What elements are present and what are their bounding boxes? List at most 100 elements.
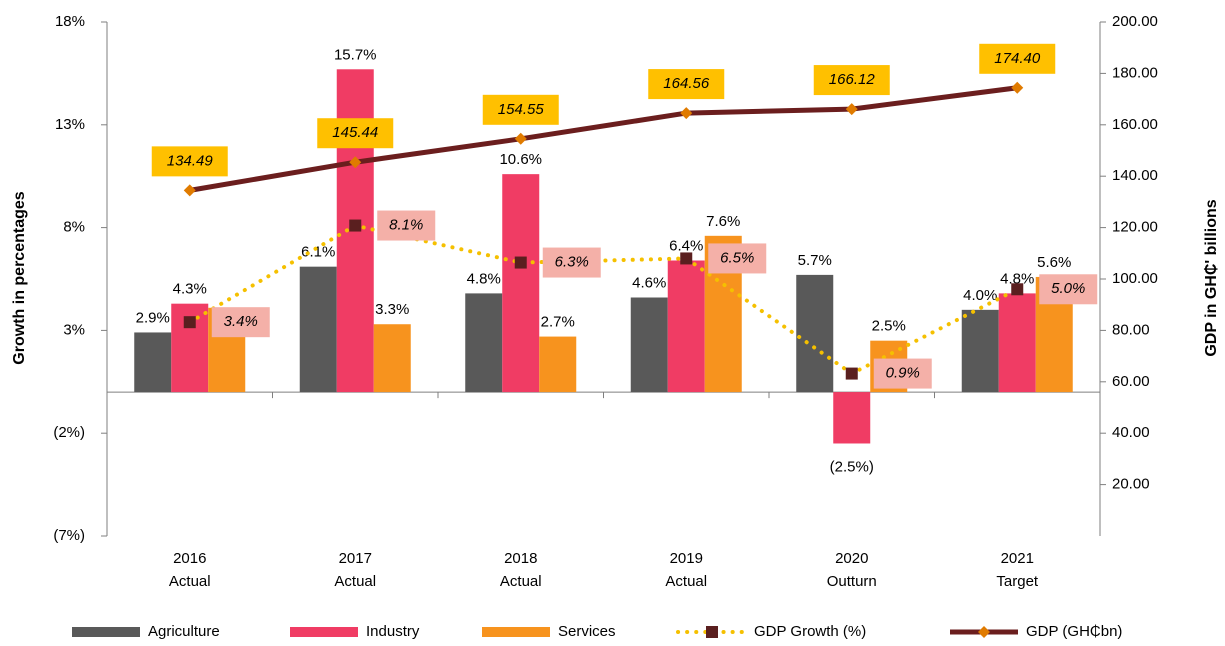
- line: [187, 223, 1020, 376]
- y2-tick-label: 160.00: [1112, 116, 1158, 133]
- point-label: 8.1%: [389, 217, 423, 234]
- point-label: 154.55: [498, 101, 545, 118]
- point-label: 166.12: [829, 71, 876, 88]
- bar-label: 3.3%: [375, 301, 409, 318]
- point-label: 6.5%: [720, 249, 754, 266]
- bar-label: 6.4%: [669, 237, 703, 254]
- x-tick-label: 2018: [504, 550, 537, 567]
- y-tick-label: 13%: [55, 116, 85, 133]
- label-box: [211, 307, 270, 338]
- bar-label: 6.1%: [301, 244, 335, 261]
- line: [187, 85, 1020, 193]
- label-box: [708, 243, 767, 274]
- point-label: 0.9%: [886, 365, 920, 382]
- point-label: 5.0%: [1051, 280, 1085, 297]
- x-tick-label: 2016: [173, 550, 206, 567]
- bar: [833, 392, 871, 444]
- label-box: [979, 43, 1056, 74]
- legend-swatch: [482, 627, 550, 637]
- x-tick-label: Actual: [665, 573, 707, 590]
- bar-label: 4.6%: [632, 274, 666, 291]
- legend-label: Industry: [366, 623, 420, 640]
- bar-label: 4.3%: [173, 281, 207, 298]
- bar: [373, 324, 411, 393]
- marker: [1011, 81, 1024, 94]
- legend-swatch: [290, 627, 358, 637]
- x-tick-label: Target: [996, 573, 1039, 590]
- bar: [796, 274, 834, 393]
- marker: [183, 184, 196, 197]
- bar: [299, 266, 337, 393]
- point-label: 164.56: [663, 75, 710, 92]
- legend-label: Services: [558, 623, 616, 640]
- marker: [680, 107, 693, 120]
- y-tick-label: 3%: [63, 321, 85, 338]
- y-tick-label: 18%: [55, 13, 85, 30]
- y2-axis-title: GDP in GH₵' billions: [1203, 199, 1220, 356]
- bar-label: 2.7%: [541, 314, 575, 331]
- bar: [961, 309, 999, 393]
- x-tick-label: Actual: [500, 573, 542, 590]
- point-label: 134.49: [167, 152, 214, 169]
- bar: [134, 332, 172, 393]
- bar-label: 15.7%: [334, 46, 377, 63]
- bar: [630, 297, 668, 393]
- y2-tick-label: 100.00: [1112, 270, 1158, 287]
- x-tick-label: Actual: [334, 573, 376, 590]
- marker: [845, 367, 858, 380]
- legend-label: GDP Growth (%): [754, 623, 866, 640]
- legend-swatch: [72, 627, 140, 637]
- y-axis-title: Growth in percentages: [11, 191, 28, 364]
- y2-tick-label: 80.00: [1112, 321, 1150, 338]
- y2-tick-label: 180.00: [1112, 64, 1158, 81]
- point-label: 6.3%: [555, 254, 589, 271]
- marker: [514, 132, 527, 145]
- marker: [845, 103, 858, 116]
- marker: [183, 316, 196, 329]
- bar-label: 4.8%: [1000, 270, 1034, 287]
- y-tick-label: (7%): [53, 527, 85, 544]
- y2-tick-label: 60.00: [1112, 373, 1150, 390]
- y2-tick-label: 40.00: [1112, 424, 1150, 441]
- label-box: [873, 358, 932, 389]
- label-box: [317, 118, 394, 149]
- marker: [349, 156, 362, 169]
- bar-label: 4.0%: [963, 287, 997, 304]
- x-tick-label: 2019: [670, 550, 703, 567]
- bar: [998, 293, 1036, 393]
- bar: [667, 260, 705, 393]
- bar: [539, 336, 577, 393]
- marker: [680, 252, 693, 265]
- point-label: 3.4%: [224, 313, 258, 330]
- bar-label: 2.5%: [872, 318, 906, 335]
- y-tick-label: (2%): [53, 424, 85, 441]
- legend-label: Agriculture: [148, 623, 220, 640]
- x-tick-label: Outturn: [827, 573, 877, 590]
- label-box: [482, 94, 559, 125]
- bar-label: 7.6%: [706, 213, 740, 230]
- legend-marker: [706, 626, 718, 638]
- bar-label: 4.8%: [467, 270, 501, 287]
- label-box: [542, 247, 601, 278]
- label-box: [648, 69, 725, 100]
- label-box: [151, 146, 228, 177]
- marker: [1011, 283, 1024, 296]
- label-box: [1039, 274, 1098, 305]
- label-box: [813, 65, 890, 96]
- bar: [465, 293, 503, 393]
- bar-label: 5.7%: [798, 252, 832, 269]
- bar-label: 5.6%: [1037, 254, 1071, 271]
- legend-label: GDP (GH₵bn): [1026, 623, 1122, 640]
- bar: [502, 174, 540, 393]
- y2-tick-label: 140.00: [1112, 167, 1158, 184]
- y2-tick-label: 120.00: [1112, 219, 1158, 236]
- bar-label: 2.9%: [136, 309, 170, 326]
- x-tick-label: 2017: [339, 550, 372, 567]
- point-label: 145.44: [332, 124, 378, 141]
- legend-marker: [978, 626, 990, 638]
- marker: [514, 256, 527, 269]
- y2-tick-label: 20.00: [1112, 476, 1150, 493]
- y2-tick-label: 200.00: [1112, 13, 1158, 30]
